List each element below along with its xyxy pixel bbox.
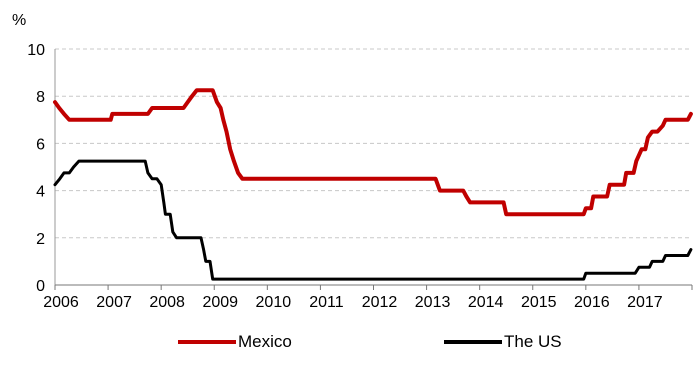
- legend-label-mexico: Mexico: [238, 332, 292, 351]
- series-line-mexico: [53, 88, 693, 217]
- x-tick-label: 2014: [468, 294, 504, 311]
- gridlines: [55, 48, 692, 239]
- x-tick-label: 2015: [521, 294, 557, 311]
- legend-item-us: The US: [444, 332, 562, 352]
- series-lines: [53, 88, 693, 281]
- y-tick-label: 0: [36, 278, 45, 295]
- x-tick-label: 2008: [149, 294, 185, 311]
- x-tick-label: 2013: [415, 294, 451, 311]
- legend-swatch-us: [444, 340, 502, 344]
- y-tick-label: 4: [36, 184, 45, 201]
- x-tick-label: 2012: [362, 294, 398, 311]
- legend-label-us: The US: [504, 332, 562, 351]
- series-line-the-us: [53, 159, 693, 281]
- x-tick-label: 2016: [574, 294, 610, 311]
- x-tick-label: 2017: [627, 294, 663, 311]
- axes: [54, 49, 693, 290]
- legend-item-mexico: Mexico: [178, 332, 292, 352]
- y-tick-label: 2: [36, 231, 45, 248]
- y-tick-label: 8: [36, 89, 45, 106]
- y-tick-label: 10: [27, 42, 45, 59]
- legend: Mexico The US: [0, 332, 696, 362]
- x-tick-label: 2011: [309, 294, 344, 311]
- x-tick-label: 2010: [256, 294, 292, 311]
- tick-labels: 0 2 4 6 8 10% 2006 2007 2008 2009 2010 2011 2012 2013…: [12, 12, 663, 311]
- x-tick-label: 2007: [96, 294, 132, 311]
- x-tick-label: 2006: [43, 294, 79, 311]
- x-tick-label: 2009: [202, 294, 238, 311]
- legend-swatch-mexico: [178, 340, 236, 344]
- y-axis-label: %: [12, 12, 26, 29]
- y-tick-label: 6: [36, 136, 45, 153]
